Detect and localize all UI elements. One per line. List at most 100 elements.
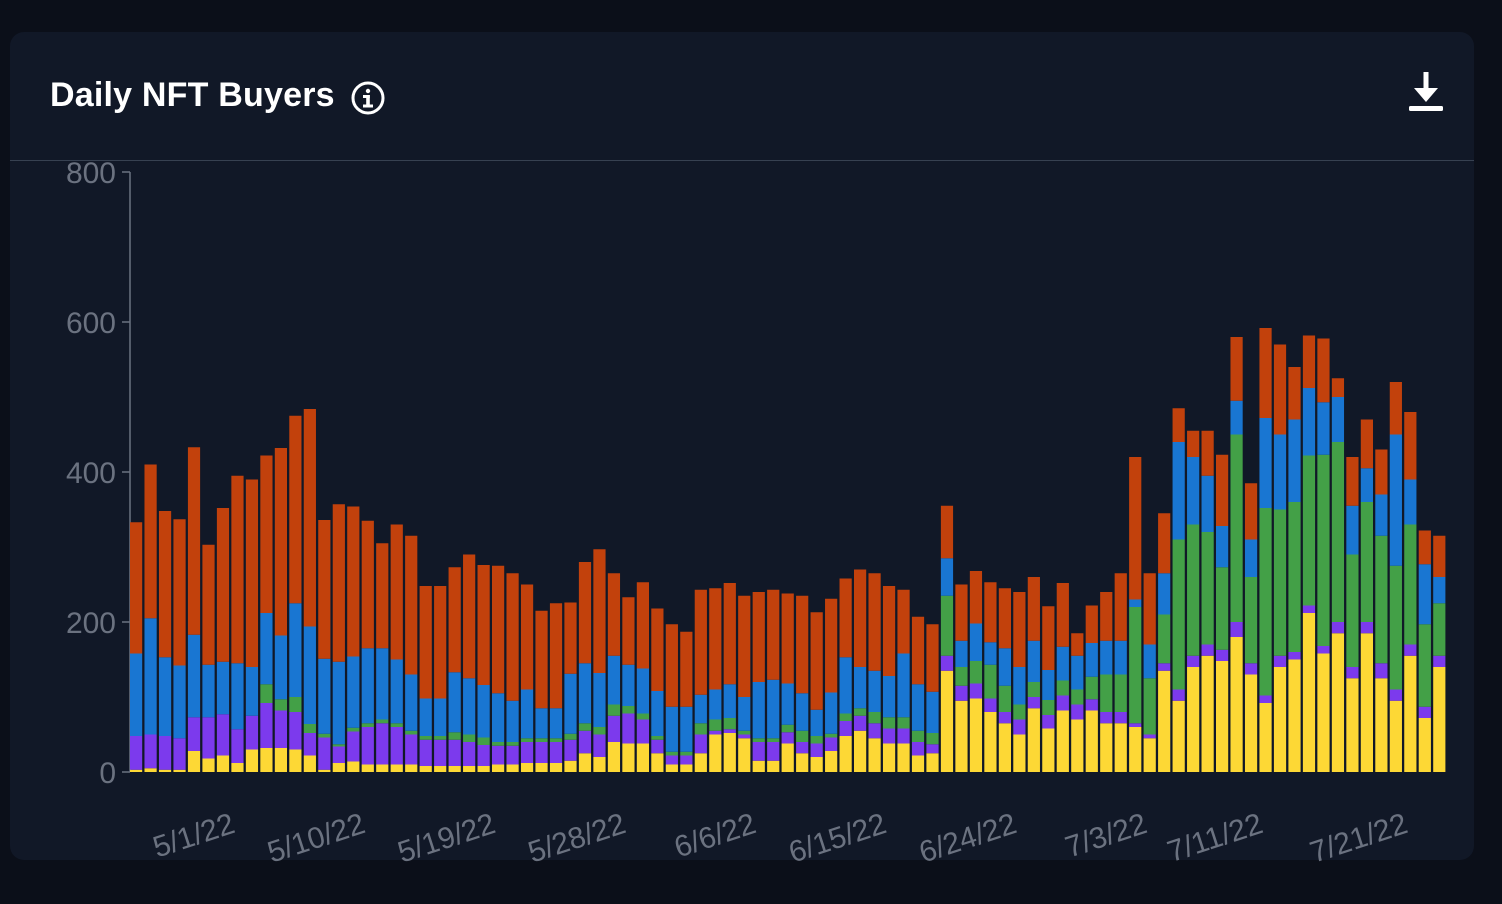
bar-segment[interactable]: [694, 589, 707, 695]
bar-segment[interactable]: [1187, 430, 1200, 457]
bar-segment[interactable]: [376, 764, 389, 773]
bar-segment[interactable]: [144, 734, 157, 769]
bar-segment[interactable]: [549, 738, 563, 742]
bar-segment[interactable]: [1230, 434, 1243, 623]
bar-segment[interactable]: [1317, 653, 1330, 773]
bar-segment[interactable]: [796, 753, 809, 772]
bar-segment[interactable]: [1331, 378, 1345, 397]
bar-segment[interactable]: [405, 734, 418, 765]
bar-segment[interactable]: [738, 734, 751, 739]
bar-segment[interactable]: [1259, 508, 1272, 696]
bar-segment[interactable]: [1375, 678, 1388, 772]
bar-segment[interactable]: [1375, 535, 1388, 664]
bar-segment[interactable]: [1433, 535, 1446, 577]
bar-segment[interactable]: [1027, 640, 1040, 682]
bar-segment[interactable]: [144, 464, 157, 619]
bar-segment[interactable]: [1418, 624, 1431, 707]
bar-segment[interactable]: [419, 739, 432, 766]
bar-segment[interactable]: [332, 746, 345, 764]
bar-segment[interactable]: [1129, 723, 1142, 727]
bar-segment[interactable]: [144, 768, 157, 772]
bar-segment[interactable]: [868, 723, 881, 739]
bar-segment[interactable]: [940, 595, 954, 656]
bar-segment[interactable]: [1143, 678, 1156, 735]
bar-segment[interactable]: [405, 535, 418, 675]
bar-segment[interactable]: [202, 758, 215, 773]
bar-segment[interactable]: [1273, 344, 1287, 435]
bar-segment[interactable]: [492, 764, 505, 773]
bar-segment[interactable]: [897, 717, 910, 729]
bar-segment[interactable]: [173, 769, 186, 772]
bar-segment[interactable]: [1056, 710, 1069, 773]
bar-segment[interactable]: [723, 684, 736, 718]
bar-segment[interactable]: [463, 678, 476, 735]
bar-segment[interactable]: [1201, 644, 1214, 656]
bar-segment[interactable]: [376, 723, 389, 765]
bar-segment[interactable]: [1389, 700, 1402, 772]
bar-segment[interactable]: [622, 713, 635, 744]
bar-segment[interactable]: [607, 704, 621, 716]
bar-segment[interactable]: [984, 712, 997, 772]
bar-segment[interactable]: [926, 733, 939, 745]
bar-segment[interactable]: [1085, 699, 1098, 711]
bar-segment[interactable]: [723, 729, 736, 733]
bar-segment[interactable]: [955, 700, 968, 772]
bar-segment[interactable]: [825, 733, 838, 738]
bar-segment[interactable]: [1042, 728, 1055, 773]
bar-segment[interactable]: [796, 595, 809, 694]
bar-segment[interactable]: [202, 664, 215, 718]
bar-segment[interactable]: [868, 712, 881, 724]
bar-segment[interactable]: [1346, 678, 1359, 772]
bar-segment[interactable]: [752, 760, 765, 772]
bar-segment[interactable]: [549, 708, 563, 739]
bar-segment[interactable]: [998, 712, 1011, 724]
bar-segment[interactable]: [839, 736, 852, 772]
bar-segment[interactable]: [1244, 539, 1258, 578]
bar-segment[interactable]: [1346, 554, 1359, 668]
bar-segment[interactable]: [1259, 418, 1272, 508]
bar-segment[interactable]: [158, 736, 172, 770]
bar-segment[interactable]: [767, 742, 780, 761]
bar-segment[interactable]: [274, 448, 287, 636]
bar-segment[interactable]: [463, 734, 476, 743]
bar-segment[interactable]: [940, 670, 954, 772]
bar-segment[interactable]: [810, 743, 823, 758]
bar-segment[interactable]: [1317, 454, 1330, 646]
bar-segment[interactable]: [130, 769, 143, 772]
bar-segment[interactable]: [593, 549, 606, 673]
bar-segment[interactable]: [187, 717, 201, 751]
bar-segment[interactable]: [216, 714, 230, 756]
bar-segment[interactable]: [984, 664, 997, 699]
bar-segment[interactable]: [1027, 697, 1040, 709]
bar-segment[interactable]: [1259, 695, 1272, 704]
bar-segment[interactable]: [405, 764, 418, 773]
bar-segment[interactable]: [969, 623, 983, 662]
bar-segment[interactable]: [1288, 502, 1301, 652]
bar-segment[interactable]: [825, 751, 838, 772]
bar-segment[interactable]: [854, 715, 867, 731]
bar-segment[interactable]: [781, 743, 794, 773]
bar-segment[interactable]: [752, 682, 765, 739]
bar-segment[interactable]: [839, 578, 852, 658]
bar-segment[interactable]: [1143, 644, 1156, 679]
bar-segment[interactable]: [1201, 475, 1214, 532]
bar-segment[interactable]: [347, 506, 360, 657]
bar-segment[interactable]: [289, 603, 302, 697]
bar-segment[interactable]: [680, 631, 693, 707]
bar-segment[interactable]: [1230, 400, 1243, 435]
bar-segment[interactable]: [1375, 449, 1388, 495]
bar-segment[interactable]: [955, 584, 968, 641]
bar-segment[interactable]: [303, 755, 316, 773]
bar-segment[interactable]: [911, 616, 925, 685]
bar-segment[interactable]: [723, 718, 736, 730]
bar-segment[interactable]: [854, 667, 867, 709]
bar-segment[interactable]: [940, 655, 954, 671]
bar-segment[interactable]: [1071, 689, 1084, 705]
bar-segment[interactable]: [1056, 646, 1069, 681]
bar-segment[interactable]: [1187, 524, 1200, 656]
bar-segment[interactable]: [738, 730, 751, 735]
bar-segment[interactable]: [260, 613, 273, 685]
bar-segment[interactable]: [578, 723, 592, 731]
bar-segment[interactable]: [1418, 564, 1431, 625]
bar-segment[interactable]: [1259, 703, 1272, 772]
